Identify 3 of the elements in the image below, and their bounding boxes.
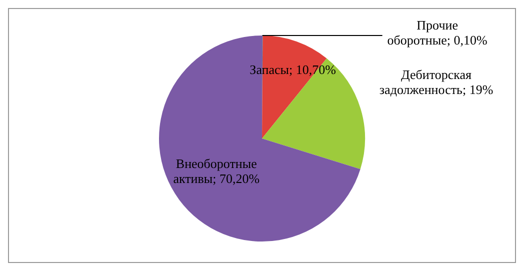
slice-label: Прочие оборотные; 0,10% <box>387 17 488 48</box>
slice-label: Внеоборотные активы; 70,20% <box>173 156 260 186</box>
slice-label: Дебиторская задолженность; 19% <box>379 67 494 98</box>
